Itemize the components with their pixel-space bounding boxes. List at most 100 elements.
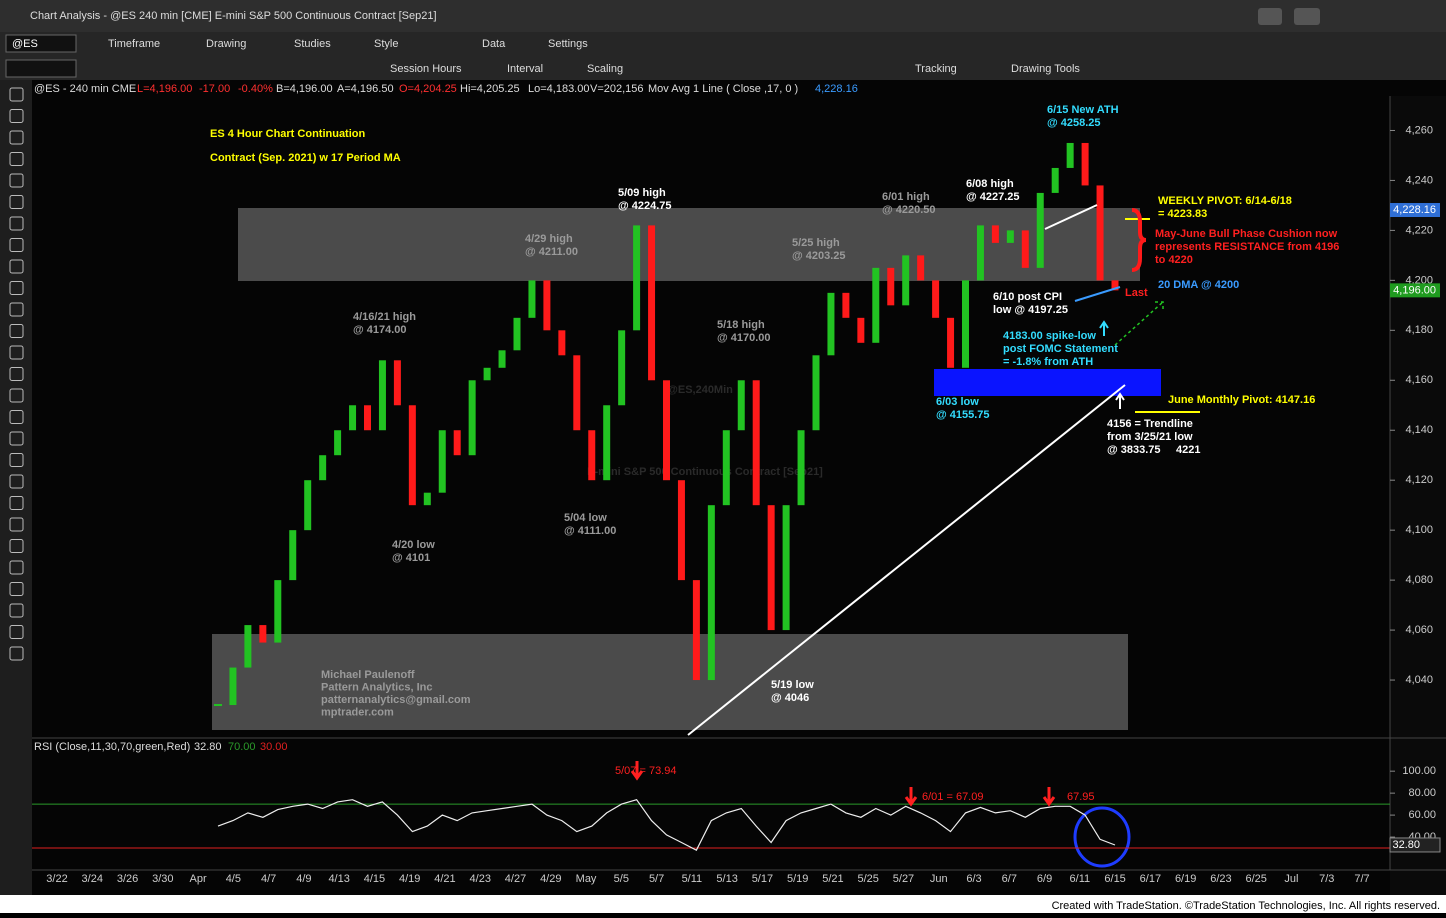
annotation: from 3/25/21 low — [1107, 431, 1193, 443]
tool-icon[interactable] — [9, 625, 24, 639]
menu-item[interactable]: Settings — [548, 38, 588, 50]
candle — [797, 430, 805, 506]
menu-item[interactable]: Style — [374, 38, 398, 50]
candle — [707, 505, 715, 681]
tool-icon[interactable] — [9, 152, 24, 166]
tool-icon[interactable] — [9, 238, 24, 252]
symbol[interactable]: @ES — [12, 38, 38, 50]
tool-icon[interactable] — [9, 517, 24, 532]
tool-icon[interactable] — [9, 109, 24, 123]
annotation: @ 4203.25 — [792, 250, 846, 262]
tool-icon[interactable] — [9, 431, 24, 446]
x-tick-label: 4/19 — [399, 873, 420, 885]
tool-icon[interactable] — [9, 646, 24, 661]
candle — [423, 492, 431, 506]
x-tick-label: 4/5 — [226, 873, 241, 885]
status-field: A=4,196.50 — [337, 83, 394, 95]
tool-icon[interactable] — [9, 281, 24, 295]
menu-item[interactable]: Interval — [507, 63, 543, 75]
menu-item[interactable]: Data — [482, 38, 506, 50]
annotation: 4/29 high — [525, 233, 573, 245]
y-tick-label: 4,040 — [1405, 674, 1433, 686]
candle — [917, 255, 925, 281]
tool-icon[interactable] — [9, 582, 24, 596]
y-tick-label: 4,120 — [1405, 474, 1433, 486]
annotation: Michael Paulenoff — [321, 669, 415, 681]
candle — [229, 667, 237, 706]
candle — [244, 625, 252, 668]
rsi-os-label: 30.00 — [260, 741, 288, 753]
watermark-symbol: @ES,240Min — [667, 384, 733, 396]
support-zone — [212, 634, 1128, 730]
arrow — [904, 787, 918, 807]
status-field: Mov Avg 1 Line ( Close ,17, 0 ) — [648, 83, 798, 95]
tool-icon[interactable] — [9, 87, 24, 102]
tool-icon[interactable] — [9, 130, 24, 145]
candle — [932, 280, 940, 318]
status-field: O=4,204.25 — [399, 83, 457, 95]
tool-icon[interactable] — [9, 216, 24, 231]
annotation: to 4220 — [1155, 254, 1193, 266]
y-tick-label: 100.00 — [1402, 765, 1436, 777]
y-tick-label: 4,240 — [1405, 174, 1433, 186]
tool-icon[interactable] — [9, 259, 24, 274]
tool-icon[interactable] — [9, 195, 24, 209]
tool-icon[interactable] — [9, 539, 24, 553]
annotation: = -1.8% from ATH — [1003, 356, 1093, 368]
candle — [528, 280, 536, 318]
symbol-box[interactable] — [5, 34, 77, 53]
annotation: ES 4 Hour Chart Continuation — [210, 128, 366, 140]
interval-box[interactable] — [5, 59, 77, 78]
annotation: June Monthly Pivot: 4147.16 — [1168, 394, 1315, 406]
tool-icon[interactable] — [9, 173, 24, 188]
candle — [782, 505, 790, 631]
candle — [319, 455, 327, 481]
tool-icon[interactable] — [9, 453, 24, 467]
window-button[interactable] — [1258, 8, 1282, 25]
candle — [648, 225, 656, 381]
tool-icon[interactable] — [9, 388, 24, 403]
candle — [1051, 167, 1059, 193]
menu-item[interactable]: Studies — [294, 38, 331, 50]
rsi-annotation: 6/01 = 67.09 — [922, 791, 983, 803]
candle — [573, 355, 581, 431]
tool-icon[interactable] — [9, 560, 24, 575]
x-tick-label: 6/25 — [1245, 873, 1266, 885]
annotation: 5/04 low — [564, 512, 607, 524]
tool-icon[interactable] — [9, 324, 24, 338]
tool-icon[interactable] — [9, 410, 24, 424]
candle — [349, 405, 357, 431]
tool-icon[interactable] — [9, 302, 24, 317]
x-tick-label: 6/19 — [1175, 873, 1196, 885]
candle — [737, 380, 745, 431]
x-tick-label: May — [576, 873, 597, 885]
candle — [334, 430, 342, 456]
menu-item[interactable]: Tracking — [915, 63, 957, 75]
candle — [827, 292, 835, 356]
price-axis — [1390, 96, 1446, 895]
menu-item[interactable]: Timeframe — [108, 38, 160, 50]
candle — [438, 430, 446, 493]
x-tick-label: 3/30 — [152, 873, 173, 885]
tool-icon[interactable] — [9, 345, 24, 360]
candle — [468, 380, 476, 456]
tool-icon[interactable] — [9, 603, 24, 618]
candle — [289, 530, 297, 581]
x-tick-label: 6/7 — [1002, 873, 1017, 885]
x-tick-label: 4/23 — [470, 873, 491, 885]
window-button[interactable] — [1294, 8, 1320, 25]
annotation: @ 4046 — [771, 692, 809, 704]
menu-item[interactable]: Scaling — [587, 63, 623, 75]
arrow — [1099, 320, 1109, 336]
tool-icon[interactable] — [9, 496, 24, 510]
y-tick-label: 4,060 — [1405, 624, 1433, 636]
annotation: 6/10 post CPI — [993, 291, 1062, 303]
menu-item[interactable]: Drawing Tools — [1011, 63, 1080, 75]
menu-item[interactable]: Session Hours — [390, 63, 462, 75]
tool-icon[interactable] — [9, 367, 24, 381]
x-tick-label: 4/21 — [434, 873, 455, 885]
annotation: 6/15 New ATH — [1047, 104, 1119, 116]
tool-icon[interactable] — [9, 474, 24, 489]
arrow — [1042, 787, 1056, 807]
menu-item[interactable]: Drawing — [206, 38, 246, 50]
